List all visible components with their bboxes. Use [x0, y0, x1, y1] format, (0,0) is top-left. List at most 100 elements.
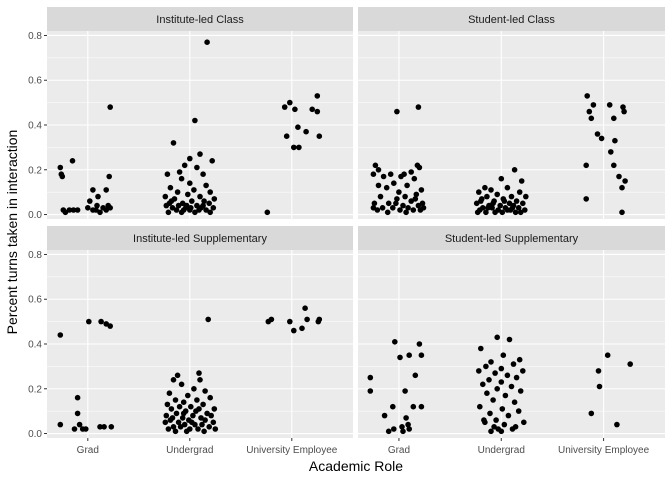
- panels-layer: Institute-led Class Student-led Class Inst…: [47, 7, 665, 438]
- y-tick-label: 0.6: [28, 76, 42, 87]
- data-point: [498, 379, 505, 385]
- facet-strip: [47, 7, 353, 31]
- data-point: [494, 386, 501, 392]
- data-point: [398, 173, 404, 180]
- data-point: [511, 399, 518, 406]
- data-point: [488, 187, 494, 193]
- data-point: [380, 173, 387, 180]
- data-point: [188, 403, 194, 410]
- data-point: [79, 426, 86, 432]
- data-point: [211, 406, 218, 412]
- data-point: [185, 392, 191, 399]
- data-point: [606, 102, 613, 108]
- data-point: [200, 171, 206, 177]
- data-point: [372, 162, 379, 169]
- data-point: [510, 361, 517, 367]
- data-point: [505, 412, 512, 419]
- data-point: [74, 394, 81, 401]
- data-point: [598, 135, 605, 142]
- data-point: [87, 198, 93, 204]
- data-point: [101, 424, 107, 430]
- facet-title: Institute-led Supplementary: [133, 233, 267, 245]
- data-point: [198, 415, 204, 421]
- data-point: [201, 428, 207, 435]
- data-point: [616, 173, 622, 180]
- data-point: [108, 424, 115, 430]
- facet-panel: Student-led Supplementary: [358, 226, 665, 438]
- data-point: [418, 187, 425, 193]
- data-point: [474, 209, 481, 216]
- data-point: [287, 99, 293, 106]
- data-point: [619, 184, 625, 191]
- data-point: [384, 209, 391, 216]
- data-point: [107, 205, 113, 211]
- data-point: [390, 205, 396, 211]
- data-point: [405, 205, 411, 211]
- data-point: [309, 106, 316, 113]
- data-point: [57, 332, 64, 338]
- x-tick-label: University Employee: [246, 445, 338, 456]
- data-point: [170, 377, 177, 383]
- data-point: [196, 406, 202, 412]
- data-point: [74, 207, 81, 213]
- data-point: [166, 390, 173, 397]
- data-point: [497, 202, 504, 209]
- data-point: [402, 388, 408, 394]
- data-point: [494, 191, 501, 198]
- data-point: [408, 198, 415, 204]
- data-point: [183, 202, 190, 209]
- data-point: [197, 193, 203, 200]
- data-point: [367, 388, 374, 394]
- data-point: [377, 193, 384, 200]
- data-point: [394, 196, 400, 202]
- data-point: [97, 424, 103, 430]
- data-point: [506, 336, 513, 343]
- data-point: [411, 175, 418, 182]
- data-point: [304, 316, 310, 323]
- data-point: [387, 171, 394, 177]
- data-point: [367, 374, 374, 381]
- data-point: [70, 207, 77, 213]
- data-point: [97, 209, 103, 216]
- data-point: [476, 189, 482, 195]
- data-point: [264, 209, 271, 216]
- data-point: [194, 202, 200, 209]
- data-point: [493, 417, 499, 423]
- data-point: [416, 164, 423, 171]
- data-point: [57, 164, 64, 171]
- data-point: [170, 140, 177, 146]
- data-point: [490, 200, 496, 207]
- data-point: [394, 108, 400, 115]
- y-tick-label: 0.0: [28, 429, 42, 440]
- data-point: [611, 162, 617, 169]
- data-point: [98, 318, 104, 325]
- data-point: [202, 388, 208, 394]
- data-point: [627, 361, 633, 367]
- data-point: [164, 171, 171, 177]
- facet-title: Student-led Class: [468, 14, 555, 26]
- data-point: [500, 352, 507, 359]
- data-point: [391, 426, 397, 432]
- data-point: [418, 352, 425, 359]
- data-point: [181, 162, 188, 169]
- data-point: [206, 200, 212, 207]
- data-point: [189, 419, 195, 426]
- data-point: [383, 184, 390, 191]
- data-point: [175, 202, 182, 209]
- data-point: [473, 200, 480, 207]
- data-point: [520, 200, 526, 207]
- y-tick-label: 0.2: [28, 165, 42, 176]
- data-point: [183, 428, 190, 435]
- data-point: [197, 377, 203, 383]
- facet-strip: [47, 226, 353, 250]
- data-point: [621, 108, 627, 115]
- data-point: [588, 410, 595, 417]
- data-point: [172, 428, 179, 435]
- data-point: [483, 209, 489, 216]
- data-point: [520, 368, 526, 374]
- data-point: [515, 205, 522, 211]
- data-point: [484, 390, 490, 397]
- data-point: [594, 131, 601, 137]
- data-point: [583, 196, 589, 202]
- facet-strip: [358, 7, 665, 31]
